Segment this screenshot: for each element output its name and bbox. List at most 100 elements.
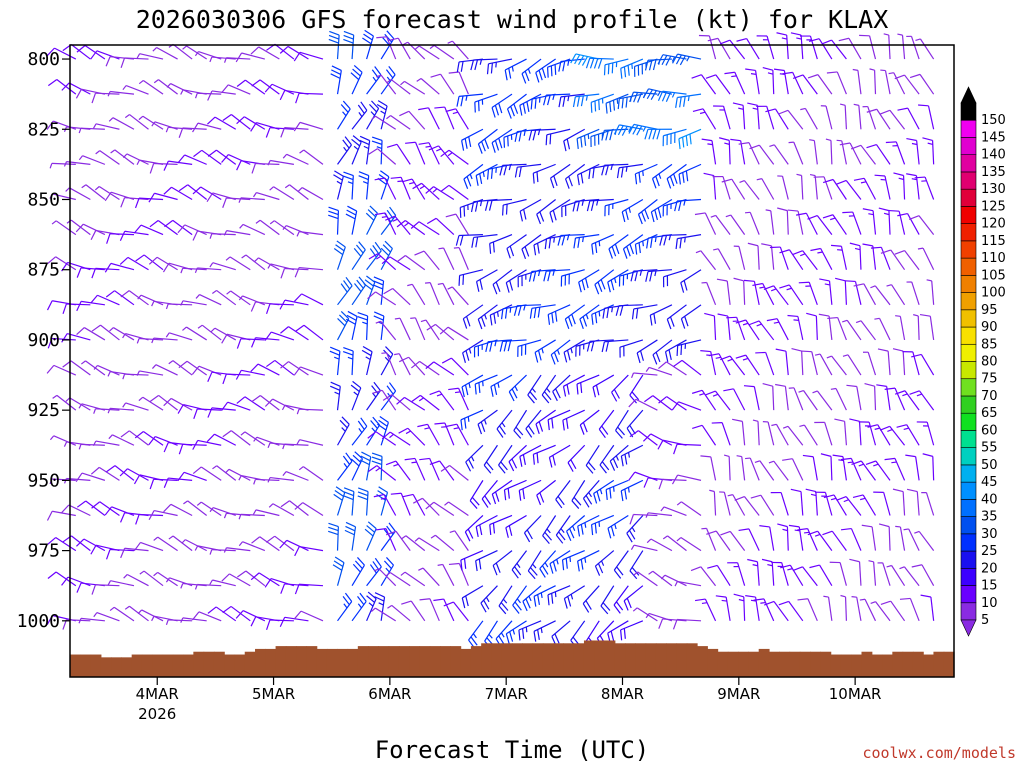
wind-barb-flag	[638, 172, 641, 183]
wind-barb-flag	[364, 29, 374, 37]
wind-barb-half-flag	[859, 598, 866, 601]
wind-barb-flag	[661, 55, 668, 66]
wind-barb-staff	[611, 374, 629, 393]
wind-barb-flag	[637, 92, 643, 103]
wind-barb	[385, 571, 411, 587]
wind-barb-flag	[374, 557, 382, 568]
wind-barb-flag	[620, 68, 623, 79]
wind-barb-half-flag	[823, 595, 829, 598]
colorbar-swatch	[960, 378, 977, 397]
wind-barb-staff	[51, 162, 76, 165]
wind-barb-flag	[371, 136, 383, 141]
wind-barb	[380, 30, 395, 60]
wind-barb	[407, 283, 426, 306]
wind-barb-flag	[508, 68, 512, 79]
wind-barb-half-flag	[469, 173, 473, 180]
wind-barb	[474, 93, 498, 113]
wind-barb-flag	[615, 601, 624, 611]
wind-barb-half-flag	[508, 164, 512, 171]
wind-barb-flag	[61, 333, 68, 343]
wind-barb-flag	[404, 457, 416, 461]
wind-barb	[599, 444, 615, 474]
wind-barb-half-flag	[253, 192, 257, 198]
wind-barb-staff	[458, 247, 469, 270]
wind-barb-half-flag	[625, 166, 628, 172]
wind-barb-staff	[259, 536, 280, 552]
wind-barb-half-flag	[136, 338, 140, 344]
wind-barb-flag	[545, 134, 548, 146]
wind-barb-flag	[460, 95, 464, 107]
wind-barb-flag	[378, 486, 388, 493]
wind-barb-staff	[139, 370, 164, 376]
wind-barb-flag	[496, 428, 504, 438]
wind-barb-flag	[616, 566, 624, 576]
wind-barb-flag	[503, 165, 508, 176]
wind-barb-half-flag	[151, 121, 156, 127]
wind-barb-flag	[361, 349, 372, 357]
wind-barb-flag	[280, 127, 286, 138]
wind-barb-flag	[359, 135, 370, 142]
wind-barb	[350, 451, 363, 481]
wind-barb-flag	[382, 37, 391, 46]
colorbar-label: 70	[981, 389, 998, 404]
wind-barb-flag	[357, 420, 365, 430]
wind-barb	[503, 479, 527, 501]
wind-barb-flag	[566, 530, 572, 541]
wind-barb	[107, 407, 135, 414]
wind-barb-flag	[236, 79, 246, 87]
wind-barb-staff	[168, 303, 193, 306]
wind-barb	[411, 394, 440, 411]
wind-barb-flag	[655, 175, 660, 187]
wind-barb	[529, 304, 556, 319]
wind-barb-staff	[405, 535, 426, 552]
wind-barb-staff	[475, 514, 498, 528]
wind-barb	[634, 163, 658, 185]
wind-barb	[345, 310, 358, 341]
wind-barb-half-flag	[282, 471, 287, 477]
wind-barb-flag	[177, 154, 186, 164]
wind-barb	[61, 82, 91, 95]
x-axis-label: Forecast Time (UTC)	[375, 736, 650, 764]
wind-barb-flag	[624, 454, 628, 465]
wind-barb-flag	[532, 173, 535, 184]
wind-barb-half-flag	[701, 602, 708, 605]
terrain-column	[512, 643, 523, 677]
wind-barb	[46, 510, 76, 521]
wind-barb	[351, 101, 368, 130]
colorbar-label: 135	[981, 165, 1006, 180]
wind-barb	[492, 269, 513, 295]
wind-barb-flag	[353, 247, 362, 257]
wind-barb-flag	[593, 58, 599, 69]
wind-barb-staff	[242, 610, 266, 622]
wind-barb	[414, 250, 440, 271]
wind-barb	[294, 502, 324, 516]
wind-barb-staff	[429, 282, 440, 306]
wind-barb	[420, 319, 440, 341]
wind-barb	[351, 557, 365, 587]
wind-barb-flag	[498, 464, 506, 474]
wind-barb-half-flag	[226, 290, 232, 295]
wind-barb-staff	[69, 187, 91, 201]
wind-barb-flag	[372, 389, 383, 394]
wind-barb	[65, 397, 91, 411]
wind-barb-flag	[445, 213, 457, 218]
wind-barb-flag	[134, 197, 140, 209]
wind-barb-staff	[299, 231, 324, 236]
wind-barb-staff	[455, 213, 469, 235]
wind-barb-half-flag	[284, 184, 290, 189]
wind-barb	[438, 247, 455, 270]
wind-barb-staff	[301, 293, 324, 306]
wind-barb	[505, 514, 527, 538]
wind-barb-flag	[193, 408, 198, 420]
wind-barb	[381, 256, 411, 271]
wind-barb-flag	[104, 506, 113, 516]
wind-barb-flag	[550, 65, 553, 77]
wind-barb	[367, 465, 397, 481]
wind-barb-flag	[439, 326, 449, 335]
wind-barb	[533, 620, 556, 642]
wind-barb-half-flag	[49, 478, 53, 485]
wind-barb-flag	[374, 596, 385, 602]
wind-barb	[402, 493, 426, 516]
wind-barb-half-flag	[546, 387, 551, 393]
wind-barb-half-flag	[385, 572, 391, 577]
